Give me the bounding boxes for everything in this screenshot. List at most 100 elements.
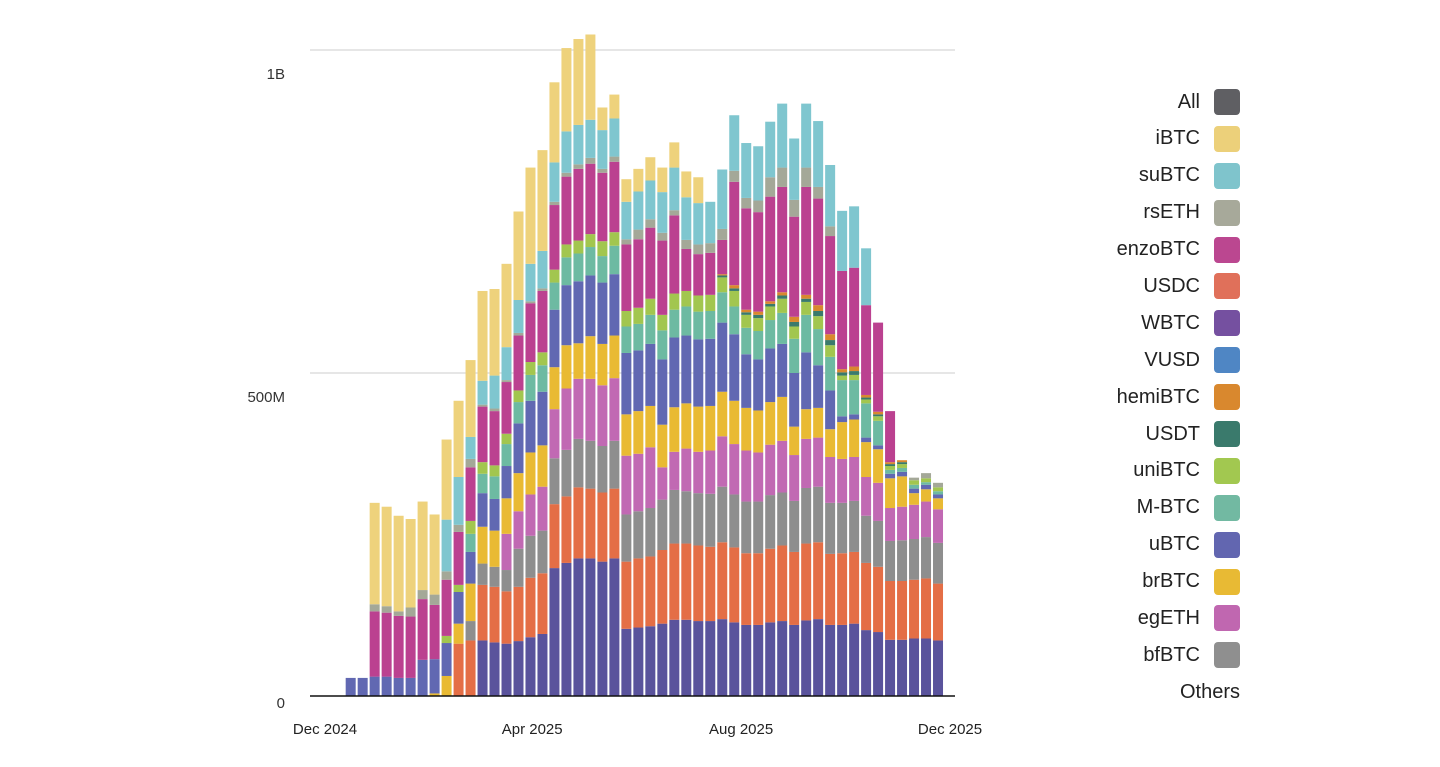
- bar-segment-usdc[interactable]: [597, 492, 608, 562]
- bar-segment-egeth[interactable]: [873, 482, 884, 521]
- bar-segment-egeth[interactable]: [921, 501, 932, 538]
- bar-stack[interactable]: [741, 143, 752, 696]
- bar-segment-enzobtc[interactable]: [537, 290, 548, 353]
- bar-segment-brbtc[interactable]: [825, 429, 836, 457]
- bar-segment-usdt[interactable]: [789, 321, 800, 327]
- legend-item-vusd[interactable]: VUSD: [1060, 347, 1240, 374]
- bar-segment-m-btc[interactable]: [609, 245, 620, 275]
- bar-segment-subtc[interactable]: [489, 375, 500, 409]
- bar-segment-m-btc[interactable]: [933, 491, 944, 495]
- bar-segment-bfbtc[interactable]: [837, 502, 848, 554]
- bar-segment-rseth[interactable]: [501, 380, 512, 383]
- bar-stack[interactable]: [381, 506, 392, 696]
- bar-segment-subtc[interactable]: [621, 201, 632, 240]
- bar-segment-enzobtc[interactable]: [813, 198, 824, 306]
- bar-segment-m-btc[interactable]: [465, 533, 476, 552]
- bar-segment-subtc[interactable]: [765, 121, 776, 178]
- bar-segment-ubtc[interactable]: [717, 322, 728, 392]
- bar-segment-m-btc[interactable]: [753, 331, 764, 360]
- bar-segment-egeth[interactable]: [597, 385, 608, 446]
- bar-segment-rseth[interactable]: [789, 199, 800, 217]
- bar-segment-ibtc[interactable]: [477, 290, 488, 381]
- bar-segment-bfbtc[interactable]: [513, 548, 524, 587]
- bar-stack[interactable]: [537, 150, 548, 696]
- bar-segment-usdc[interactable]: [453, 643, 464, 696]
- bar-segment-enzobtc[interactable]: [777, 186, 788, 293]
- bar-segment-subtc[interactable]: [801, 103, 812, 168]
- bar-stack[interactable]: [705, 201, 716, 696]
- bar-segment-enzobtc[interactable]: [465, 467, 476, 521]
- bar-segment-usdc[interactable]: [477, 584, 488, 641]
- bar-segment-wbtc[interactable]: [741, 624, 752, 696]
- bar-segment-rseth[interactable]: [381, 606, 392, 613]
- bar-segment-ubtc[interactable]: [669, 337, 680, 408]
- bar-segment-ubtc[interactable]: [837, 416, 848, 423]
- bar-segment-usdc[interactable]: [909, 579, 920, 639]
- bar-segment-enzobtc[interactable]: [693, 254, 704, 296]
- bar-segment-rseth[interactable]: [573, 164, 584, 169]
- bar-segment-brbtc[interactable]: [537, 445, 548, 487]
- bar-segment-subtc[interactable]: [861, 248, 872, 306]
- bar-segment-subtc[interactable]: [609, 118, 620, 157]
- bar-segment-bfbtc[interactable]: [789, 500, 800, 552]
- bar-segment-usdc[interactable]: [537, 573, 548, 634]
- bar-segment-subtc[interactable]: [657, 192, 668, 233]
- bar-segment-brbtc[interactable]: [801, 409, 812, 439]
- bar-segment-ibtc[interactable]: [633, 168, 644, 192]
- bar-segment-egeth[interactable]: [729, 444, 740, 495]
- bar-segment-unibtc[interactable]: [789, 326, 800, 339]
- bar-segment-ubtc[interactable]: [513, 423, 524, 474]
- bar-segment-ibtc[interactable]: [681, 171, 692, 198]
- bar-stack[interactable]: [729, 115, 740, 696]
- bar-segment-ubtc[interactable]: [549, 309, 560, 368]
- bar-segment-hemibtc[interactable]: [849, 366, 860, 372]
- bar-segment-unibtc[interactable]: [597, 241, 608, 257]
- bar-segment-usdc[interactable]: [729, 547, 740, 623]
- bar-segment-brbtc[interactable]: [921, 489, 932, 502]
- bar-segment-egeth[interactable]: [633, 453, 644, 512]
- bar-stack[interactable]: [801, 103, 812, 696]
- bar-stack[interactable]: [825, 164, 836, 696]
- bar-segment-bfbtc[interactable]: [813, 486, 824, 543]
- bar-segment-rseth[interactable]: [405, 607, 416, 617]
- bar-segment-ubtc[interactable]: [633, 350, 644, 412]
- bar-segment-enzobtc[interactable]: [453, 531, 464, 585]
- bar-segment-m-btc[interactable]: [561, 257, 572, 286]
- bar-segment-wbtc[interactable]: [705, 621, 716, 696]
- bar-segment-enzobtc[interactable]: [381, 612, 392, 677]
- bar-segment-hemibtc[interactable]: [789, 316, 800, 322]
- bar-segment-unibtc[interactable]: [741, 314, 752, 328]
- bar-segment-brbtc[interactable]: [681, 403, 692, 449]
- bar-segment-usdc[interactable]: [693, 545, 704, 622]
- bar-segment-bfbtc[interactable]: [921, 537, 932, 579]
- bar-segment-ubtc[interactable]: [465, 551, 476, 584]
- bar-stack[interactable]: [369, 502, 380, 696]
- legend-item-usdt[interactable]: USDT: [1060, 421, 1240, 448]
- bar-segment-rseth[interactable]: [489, 408, 500, 412]
- bar-segment-wbtc[interactable]: [537, 633, 548, 696]
- bar-stack[interactable]: [681, 171, 692, 696]
- bar-segment-usdc[interactable]: [897, 581, 908, 640]
- bar-segment-rseth[interactable]: [933, 482, 944, 488]
- bar-segment-enzobtc[interactable]: [501, 382, 512, 434]
- bar-segment-enzobtc[interactable]: [621, 244, 632, 311]
- bar-segment-ibtc[interactable]: [453, 400, 464, 478]
- bar-segment-unibtc[interactable]: [657, 314, 668, 331]
- bar-segment-hemibtc[interactable]: [765, 301, 776, 304]
- bar-segment-unibtc[interactable]: [537, 352, 548, 366]
- bar-segment-egeth[interactable]: [885, 508, 896, 541]
- bar-segment-hemibtc[interactable]: [825, 334, 836, 341]
- bar-segment-egeth[interactable]: [933, 509, 944, 543]
- bar-segment-unibtc[interactable]: [489, 465, 500, 477]
- bar-segment-usdt[interactable]: [729, 288, 740, 291]
- bar-stack[interactable]: [609, 94, 620, 696]
- bar-segment-unibtc[interactable]: [573, 240, 584, 254]
- legend-item-brbtc[interactable]: brBTC: [1060, 568, 1240, 595]
- bar-segment-ubtc[interactable]: [921, 484, 932, 490]
- bar-segment-egeth[interactable]: [537, 486, 548, 531]
- bar-segment-m-btc[interactable]: [729, 306, 740, 335]
- bar-segment-brbtc[interactable]: [765, 402, 776, 445]
- bar-segment-egeth[interactable]: [717, 436, 728, 487]
- legend-item-subtc[interactable]: suBTC: [1060, 162, 1240, 189]
- bar-segment-ubtc[interactable]: [477, 493, 488, 527]
